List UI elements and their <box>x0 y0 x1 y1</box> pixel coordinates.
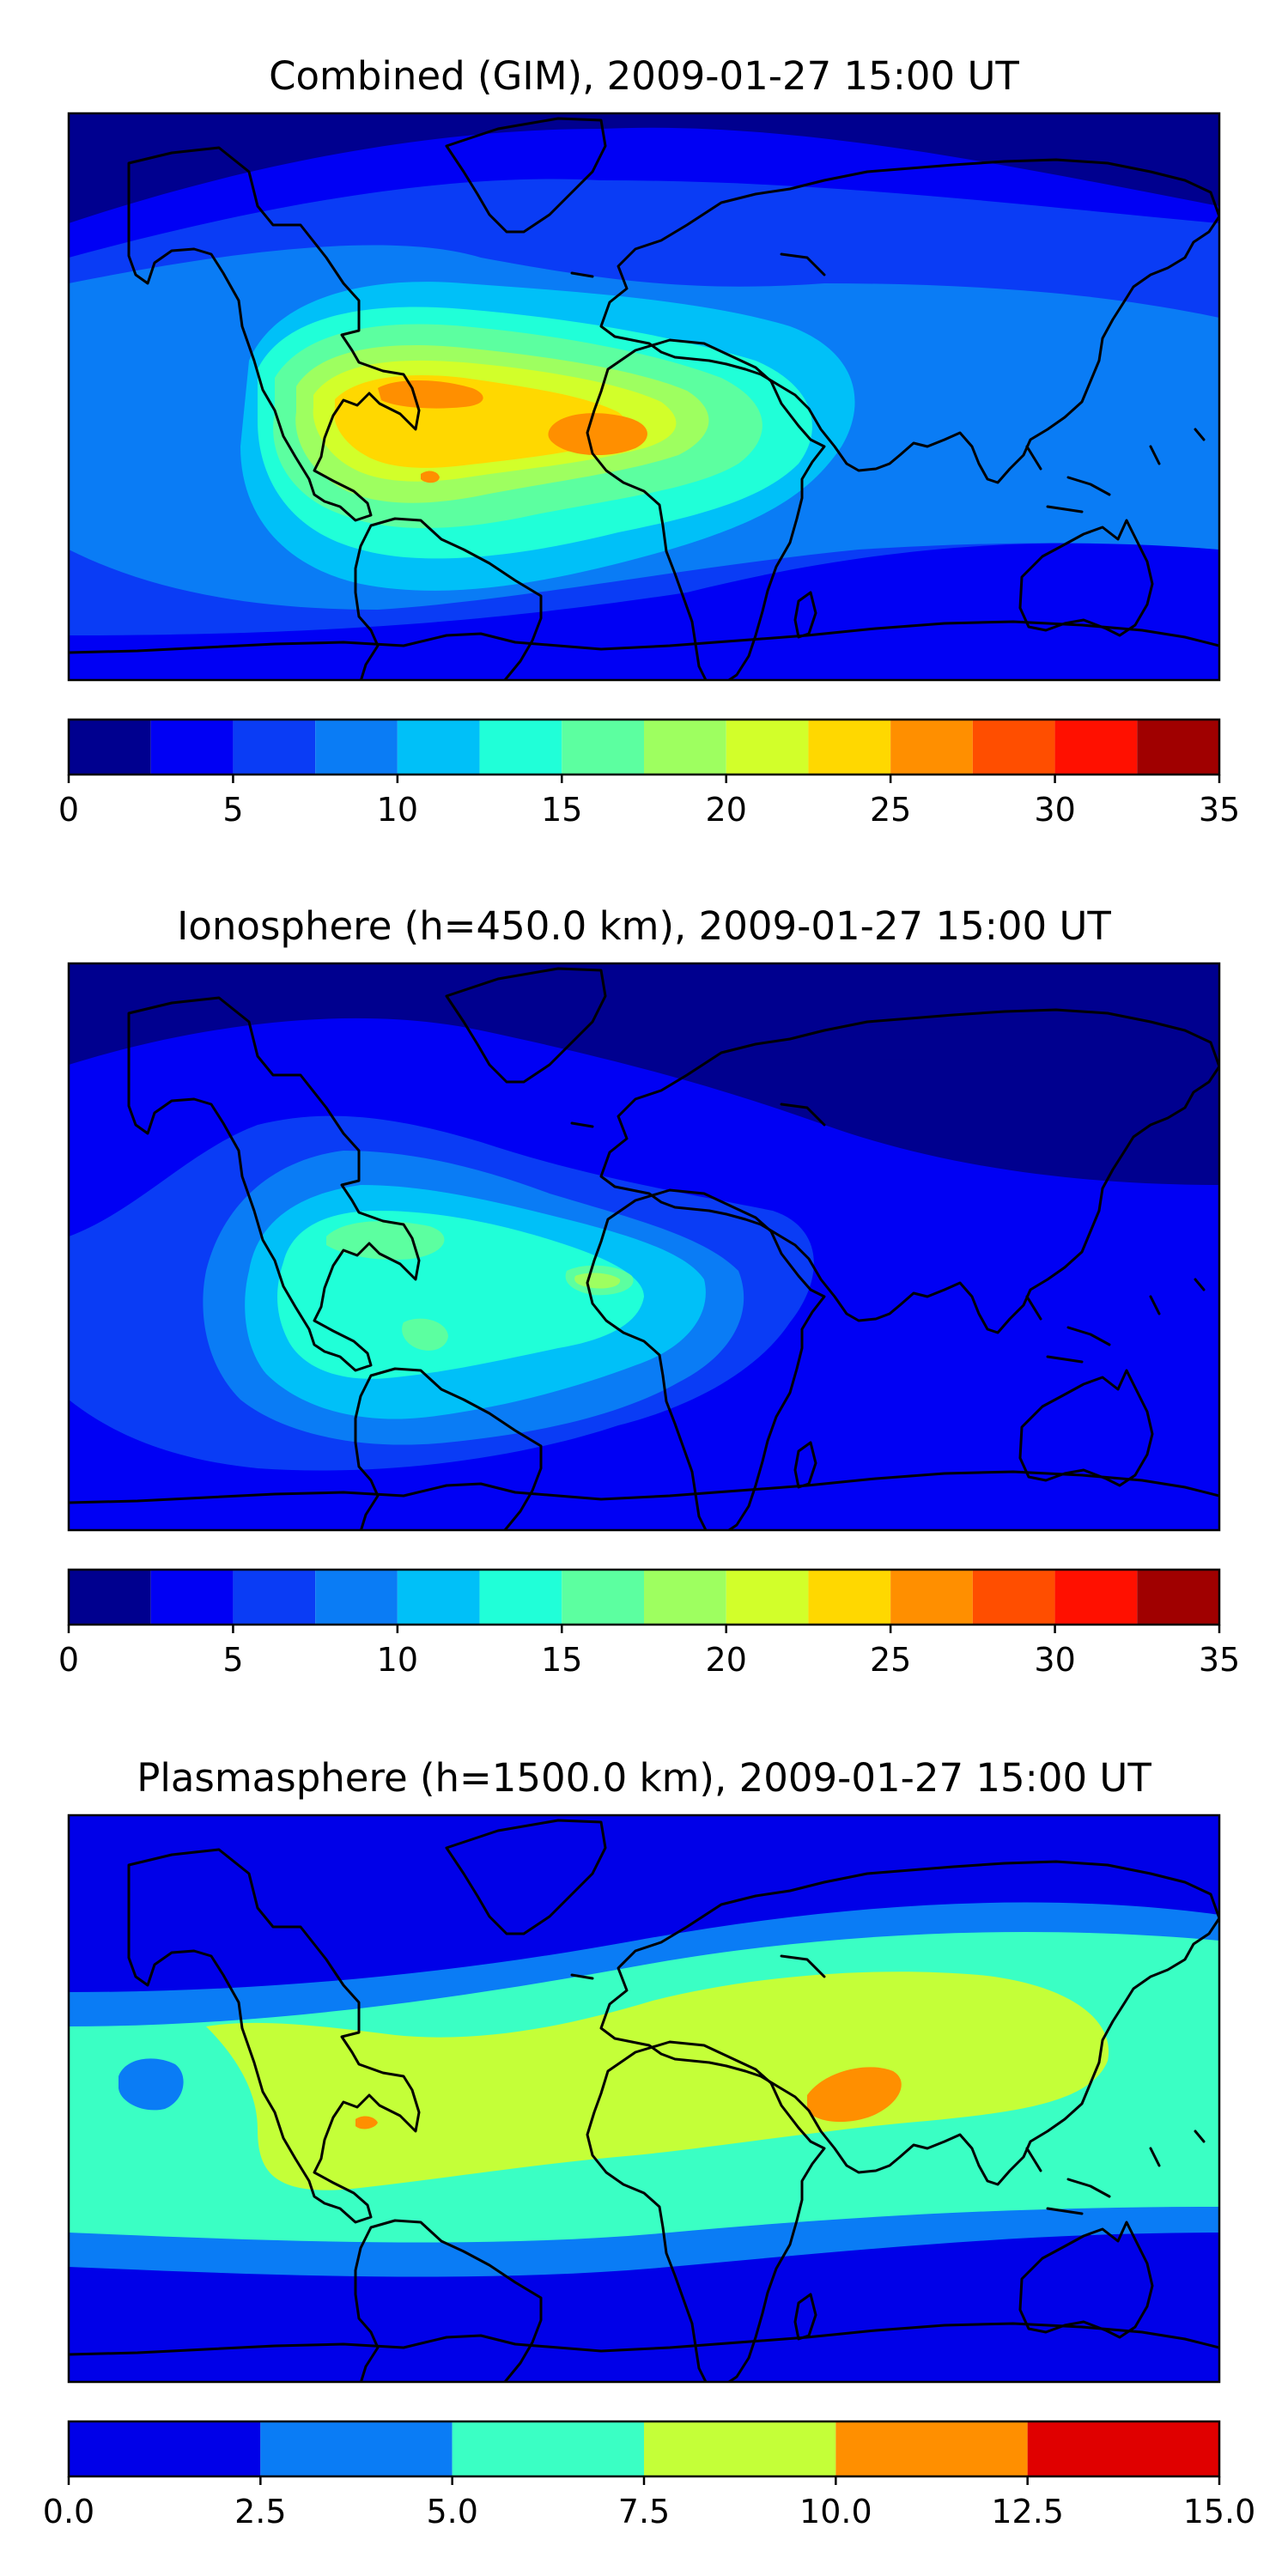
colorbar-segment <box>972 1570 1055 1625</box>
colorbar-tick-label: 10 <box>377 1641 418 1679</box>
colorbar-frame <box>67 1568 1221 1626</box>
colorbar-segment <box>1027 2421 1219 2476</box>
map-title: Plasmasphere (h=1500.0 km), 2009-01-27 1… <box>137 1755 1151 1801</box>
map-frame <box>67 962 1221 1532</box>
colorbar-tick-label: 7.5 <box>618 2493 670 2530</box>
colorbar-segment <box>69 720 151 775</box>
colorbar-segment <box>835 2421 1028 2476</box>
map-level-band <box>421 471 440 483</box>
colorbar-segment <box>397 1570 480 1625</box>
map-level-band <box>118 2058 184 2111</box>
colorbar-segment <box>726 720 809 775</box>
colorbar: 0 5 10 15 20 25 30 35 <box>58 1568 1240 1679</box>
colorbar-segment <box>69 2421 261 2476</box>
colorbar-tick-label: 10 <box>377 791 418 829</box>
colorbar-segment <box>562 720 644 775</box>
map-level-band <box>355 2116 378 2129</box>
colorbar-segment <box>1054 1570 1138 1625</box>
colorbar-segment <box>644 720 726 775</box>
colorbar-tick-label: 0 <box>58 791 79 829</box>
colorbar-tick-label: 5 <box>222 1641 243 1679</box>
colorbar-segment <box>69 1570 151 1625</box>
colorbar-tick-label: 30 <box>1034 1641 1075 1679</box>
colorbar-segment <box>150 720 234 775</box>
map-frame <box>67 1814 1221 2384</box>
colorbar-segment <box>972 720 1055 775</box>
colorbar-segment <box>1054 720 1138 775</box>
colorbar-segment <box>150 1570 234 1625</box>
colorbar-segment <box>1137 1570 1219 1625</box>
colorbar-segment <box>260 2421 453 2476</box>
map-level-band <box>574 1273 621 1289</box>
colorbar-segment <box>315 1570 398 1625</box>
map-frame <box>67 112 1221 682</box>
colorbar-frame <box>67 718 1221 776</box>
map-level-band <box>773 1033 1219 1125</box>
tec-map <box>69 1815 1219 2382</box>
colorbar-tick-label: 5 <box>222 791 243 829</box>
colorbar-segment <box>808 720 891 775</box>
map-level-band <box>402 1318 448 1351</box>
tec-map <box>69 963 1219 1530</box>
colorbar-tick-label: 15.0 <box>1183 2493 1256 2530</box>
colorbar-tick-label: 0.0 <box>43 2493 94 2530</box>
colorbar-segment <box>315 720 398 775</box>
tec-map <box>69 113 1219 680</box>
colorbar-segment <box>479 720 562 775</box>
colorbar: 0.0 2.5 5.0 7.5 10.0 12.5 15.0 <box>43 2420 1256 2530</box>
colorbar-tick-label: 20 <box>706 791 747 829</box>
colorbar-segment <box>808 1570 891 1625</box>
colorbar-segment <box>644 1570 726 1625</box>
colorbar-segment <box>890 720 973 775</box>
colorbar-segment <box>397 720 480 775</box>
colorbar-tick-label: 20 <box>706 1641 747 1679</box>
colorbar-tick-label: 5.0 <box>426 2493 477 2530</box>
map-level-band <box>206 1971 1109 2190</box>
map-level-band <box>69 1815 1219 1949</box>
colorbar-segment <box>479 1570 562 1625</box>
map-level-band <box>807 2067 902 2123</box>
colorbar-segment <box>233 720 316 775</box>
colorbar-tick-label: 12.5 <box>991 2493 1064 2530</box>
colorbar-tick-label: 25 <box>870 1641 911 1679</box>
colorbar-segment <box>644 2421 836 2476</box>
map-level-band <box>378 380 483 409</box>
colorbar-segment <box>562 1570 644 1625</box>
map-title: Ionosphere (h=450.0 km), 2009-01-27 15:0… <box>177 903 1111 949</box>
colorbar-segment <box>726 1570 809 1625</box>
colorbar-tick-label: 2.5 <box>234 2493 286 2530</box>
colorbar-segment <box>1137 720 1219 775</box>
colorbar: 0 5 10 15 20 25 30 35 <box>58 718 1240 829</box>
colorbar-tick-label: 30 <box>1034 791 1075 829</box>
map-level-band <box>548 413 647 456</box>
map-title: Combined (GIM), 2009-01-27 15:00 UT <box>269 53 1019 99</box>
colorbar-segment <box>452 2421 644 2476</box>
colorbar-tick-label: 15 <box>541 791 582 829</box>
colorbar-segment <box>233 1570 316 1625</box>
colorbar-tick-label: 10.0 <box>799 2493 872 2530</box>
colorbar-tick-label: 25 <box>870 791 911 829</box>
colorbar-tick-label: 35 <box>1199 791 1240 829</box>
colorbar-segment <box>890 1570 973 1625</box>
colorbar-tick-label: 0 <box>58 1641 79 1679</box>
colorbar-tick-label: 35 <box>1199 1641 1240 1679</box>
colorbar-tick-label: 15 <box>541 1641 582 1679</box>
